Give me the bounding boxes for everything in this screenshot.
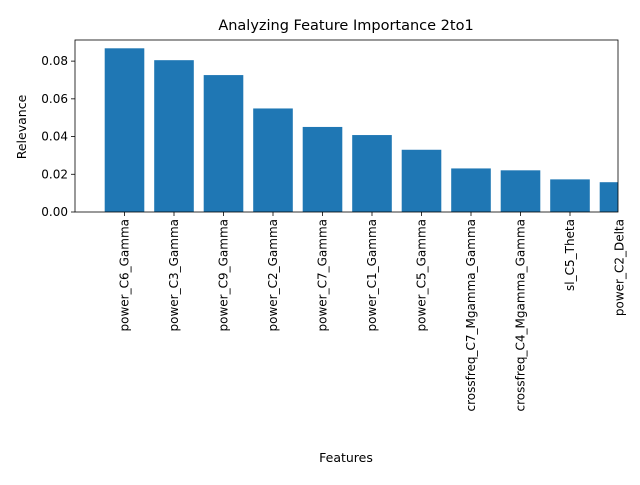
bar-power_C5_Gamma (401, 149, 442, 212)
y-tick-label: 0.08 (41, 54, 68, 68)
bar-power_C6_Gamma (104, 48, 145, 212)
x-tick-label: power_C9_Gamma (217, 219, 231, 332)
bar-crossfreq_C7_Mgamma_Gamma (451, 168, 491, 212)
bar-power_C9_Gamma (203, 75, 244, 212)
bar-power_C1_Gamma (352, 135, 392, 212)
x-tick-label: power_C2_Delta (613, 219, 627, 316)
bar-power_C2_Delta (599, 182, 618, 212)
x-tick-label: power_C2_Gamma (266, 219, 280, 332)
plot-frame (74, 39, 619, 213)
bars-group (104, 48, 618, 212)
bar-crossfreq_C4_Mgamma_Gamma (500, 170, 541, 212)
axes-spines (74, 39, 619, 213)
x-tick-label: sl_C5_Theta (563, 219, 577, 291)
x-tick-label: power_C6_Gamma (118, 219, 132, 332)
x-axis-label: Features (319, 450, 373, 465)
bar-power_C3_Gamma (154, 60, 194, 212)
bar-power_C7_Gamma (302, 126, 343, 212)
y-tick-label: 0.00 (41, 205, 68, 219)
bar-sl_C5_Theta (550, 179, 590, 212)
y-tick-label: 0.02 (41, 167, 68, 181)
y-tick-label: 0.06 (41, 92, 68, 106)
x-tick-label: crossfreq_C4_Mgamma_Gamma (514, 219, 528, 411)
x-axis-ticks: power_C6_Gamma power_C3_Gamma power_C9_Gam… (118, 212, 627, 411)
x-tick-label: power_C7_Gamma (316, 219, 330, 332)
y-axis-ticks: 0.00 0.02 0.04 0.06 0.08 (41, 54, 75, 219)
y-tick-label: 0.04 (41, 130, 68, 144)
chart-title: Analyzing Feature Importance 2to1 (218, 18, 473, 34)
x-tick-label: crossfreq_C7_Mgamma_Gamma (464, 219, 478, 411)
y-axis-label: Relevance (14, 94, 29, 159)
x-tick-label: power_C3_Gamma (167, 219, 181, 332)
bar-power_C2_Gamma (253, 108, 293, 212)
x-tick-label: power_C5_Gamma (415, 219, 429, 332)
x-tick-label: power_C1_Gamma (365, 219, 379, 332)
